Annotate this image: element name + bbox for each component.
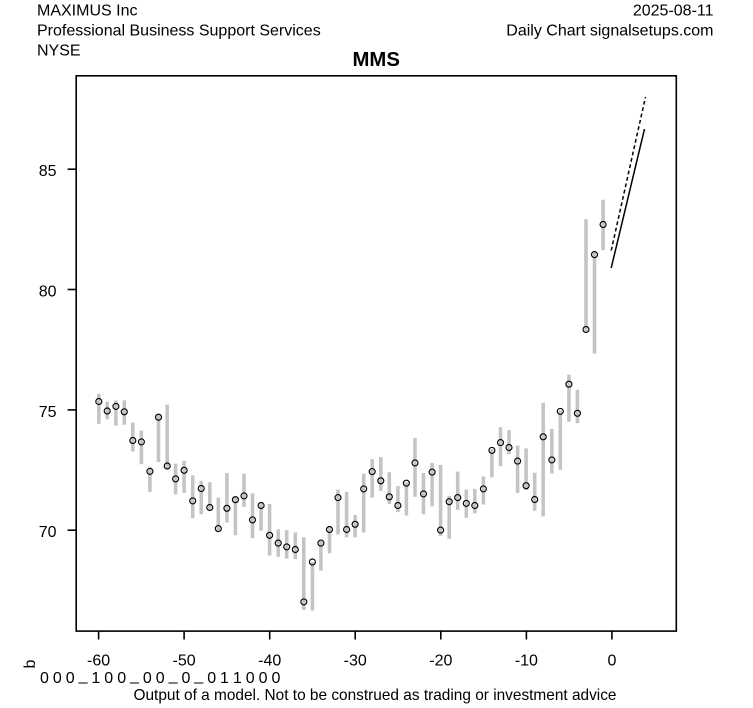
svg-text:2025-08-11: 2025-08-11 (633, 3, 714, 20)
svg-text:-30: -30 (344, 652, 367, 669)
svg-text:Professional Business Support: Professional Business Support Services (37, 23, 321, 40)
svg-text:NYSE: NYSE (37, 43, 81, 60)
svg-text:85: 85 (39, 163, 57, 180)
svg-text:000_100_00_0_011000: 000_100_00_0_011000 (40, 668, 281, 687)
svg-text:0: 0 (607, 652, 616, 669)
svg-text:-20: -20 (429, 652, 452, 669)
svg-text:80: 80 (39, 284, 57, 301)
svg-text:-10: -10 (515, 652, 538, 669)
svg-text:70: 70 (39, 524, 57, 541)
svg-text:MAXIMUS Inc: MAXIMUS Inc (37, 3, 137, 20)
svg-text:Output of a model. Not to be c: Output of a model. Not to be construed a… (134, 687, 617, 704)
svg-text:-40: -40 (258, 652, 281, 669)
svg-text:-50: -50 (173, 652, 196, 669)
svg-text:-60: -60 (87, 652, 110, 669)
svg-text:b: b (22, 659, 39, 668)
svg-text:MMS: MMS (353, 49, 400, 71)
svg-text:75: 75 (39, 404, 57, 421)
svg-text:Daily Chart signalsetups.com: Daily Chart signalsetups.com (506, 23, 713, 40)
